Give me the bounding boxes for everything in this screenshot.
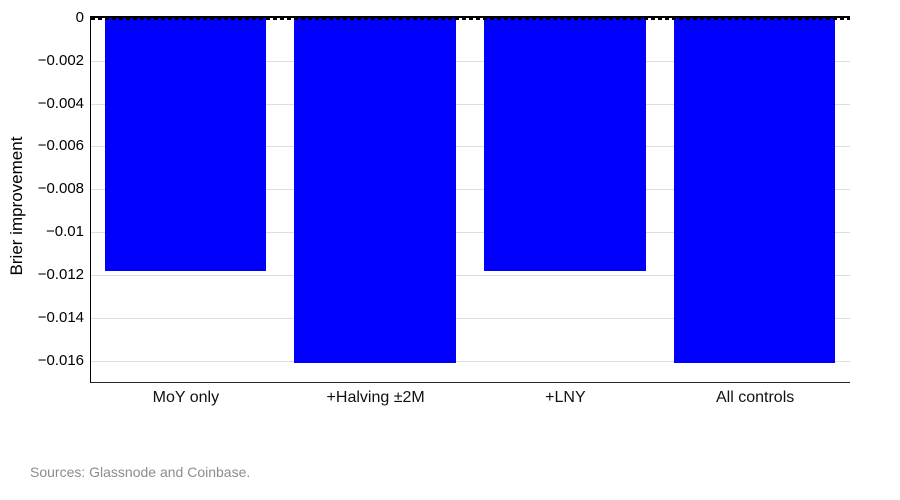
gridline <box>90 103 850 105</box>
gridline <box>90 232 850 234</box>
plot-area <box>89 16 850 383</box>
x-category-label: All controls <box>716 389 795 406</box>
y-tick-label: −0.01 <box>46 223 84 241</box>
bar-All controls <box>673 18 836 363</box>
x-category-label: +Halving ±2M <box>326 389 425 406</box>
y-tick-label: −0.002 <box>37 51 84 69</box>
bar-MoY only <box>104 18 266 271</box>
y-tick-label: −0.006 <box>37 137 84 155</box>
y-tick-label: −0.008 <box>37 180 84 198</box>
gridline <box>90 146 850 148</box>
source-note: Sources: Glassnode and Coinbase. <box>30 464 251 480</box>
bar-+LNY <box>484 18 646 271</box>
gridline <box>90 60 850 62</box>
y-tick-label: 0 <box>75 9 84 26</box>
gridline <box>90 317 850 319</box>
y-tick-label: −0.014 <box>37 308 84 326</box>
gridline <box>90 189 850 191</box>
x-category-label: MoY only <box>152 389 220 406</box>
x-category-label: +LNY <box>545 389 586 406</box>
bar-+Halving ±2M <box>294 18 456 363</box>
zero-reference-line <box>90 18 850 20</box>
y-tick-label: −0.012 <box>37 265 84 283</box>
gridline <box>90 274 850 276</box>
y-tick-label: −0.004 <box>37 94 84 112</box>
y-axis-label: Brier improvement <box>7 136 26 276</box>
gridline <box>90 360 850 362</box>
y-tick-label: −0.016 <box>37 351 84 369</box>
